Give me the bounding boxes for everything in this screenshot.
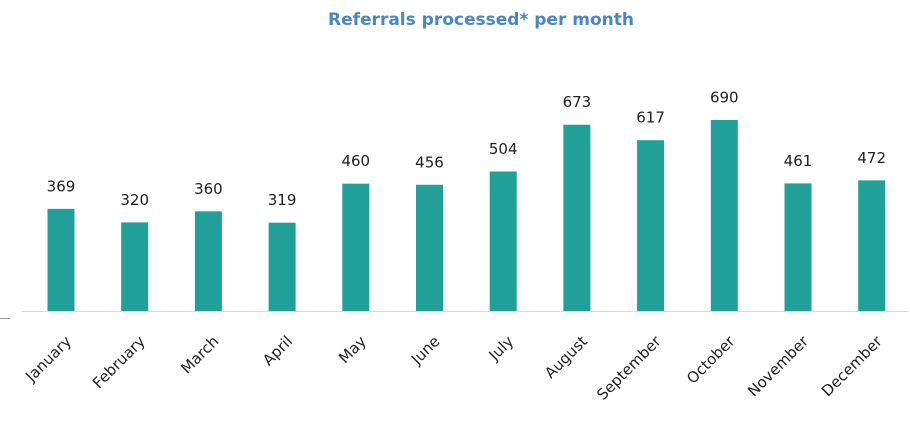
value-label: 320: [120, 191, 149, 209]
chart-title: Referrals processed* per month: [328, 10, 634, 30]
bar: [858, 180, 886, 311]
value-label: 319: [268, 191, 297, 209]
bar: [342, 183, 370, 311]
value-label: 617: [636, 109, 665, 127]
x-tick-label: April: [259, 332, 296, 369]
bar: [563, 124, 591, 311]
value-label: 504: [489, 140, 518, 158]
x-tick-label: March: [177, 332, 222, 377]
bar: [784, 183, 812, 311]
x-tick-label: September: [593, 332, 665, 404]
x-tick-label: December: [818, 332, 886, 400]
value-label: 461: [784, 152, 813, 170]
bar: [710, 120, 738, 311]
x-tick-label: August: [541, 332, 591, 382]
x-tick-label: October: [683, 332, 739, 388]
bar: [637, 140, 665, 311]
value-label: 456: [415, 153, 444, 171]
x-tick-label: June: [407, 332, 444, 369]
value-label: 369: [47, 177, 76, 195]
bar: [194, 211, 222, 311]
value-label: 690: [710, 89, 739, 107]
value-label: 472: [857, 149, 886, 167]
value-label: 460: [341, 152, 370, 170]
value-label: 673: [563, 93, 592, 111]
bar: [47, 208, 75, 311]
x-tick-label: July: [485, 332, 518, 365]
x-tick-label: May: [335, 332, 370, 367]
x-tick-label: January: [21, 332, 75, 386]
bar: [489, 171, 517, 311]
bar: [121, 222, 149, 311]
bar: [416, 184, 443, 311]
value-label: 360: [194, 180, 223, 198]
bar: [268, 222, 296, 311]
x-tick-label: February: [89, 332, 149, 392]
x-tick-label: November: [744, 332, 812, 400]
